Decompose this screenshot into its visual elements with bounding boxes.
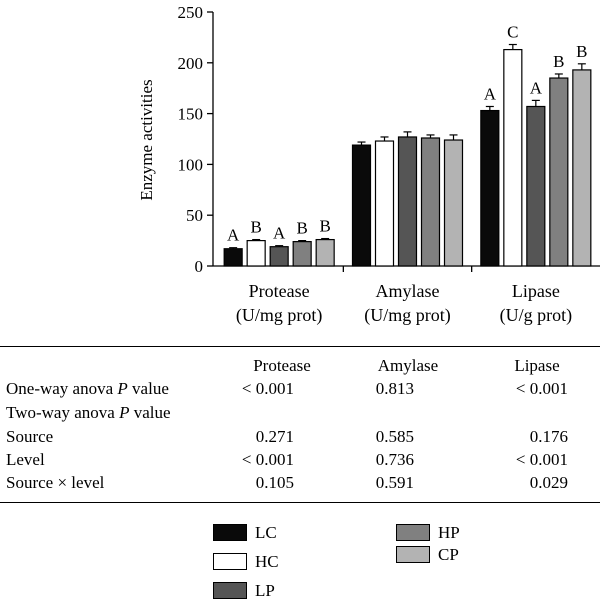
legend-label-hp: HP bbox=[438, 523, 460, 542]
row-label: Source bbox=[6, 427, 54, 446]
x-category-label: Lipase bbox=[512, 281, 560, 301]
x-category-unit: (U/mg prot) bbox=[364, 305, 450, 326]
stats-row-oneway: One-way anova P value < 0.001 0.813 < 0.… bbox=[0, 378, 600, 400]
value-lipase: 0.176 bbox=[529, 427, 568, 446]
value-lipase: 0.029 bbox=[529, 473, 568, 492]
bar-hc-amylase bbox=[374, 140, 395, 267]
bar-hp-amylase bbox=[420, 137, 441, 267]
legend-swatch-cp bbox=[396, 546, 430, 563]
y-axis: 0 50 100 150 200 250 Enzyme activities bbox=[137, 3, 214, 276]
stats-row-source: Source 0.271 0.585 0.176 bbox=[0, 426, 600, 448]
value-amylase: 0.591 bbox=[375, 473, 414, 492]
row-label: Level bbox=[6, 450, 45, 469]
bar-lp-protease bbox=[269, 246, 289, 267]
significance-letter: B bbox=[576, 42, 587, 61]
bar-cp-lipase bbox=[572, 69, 592, 267]
value-protease: 0.271 bbox=[255, 427, 294, 446]
bar-hc-protease bbox=[246, 240, 266, 267]
legend-swatch-lp bbox=[213, 582, 247, 599]
stats-row-twoway: Two-way anova P value bbox=[0, 402, 600, 424]
significance-letter: B bbox=[319, 217, 330, 236]
value-protease: < 0.001 bbox=[241, 379, 294, 398]
x-category-unit: (U/mg prot) bbox=[236, 305, 322, 326]
y-tick-label: 100 bbox=[178, 155, 204, 174]
value-protease: < 0.001 bbox=[241, 450, 294, 469]
x-axis: Protease (U/mg prot) Amylase (U/mg prot) Lip… bbox=[213, 265, 600, 326]
row-label: One-way anova P value bbox=[6, 379, 169, 398]
bar-cp-protease bbox=[315, 238, 335, 267]
legend-swatch-hc bbox=[213, 553, 247, 570]
x-category-label: Amylase bbox=[376, 281, 440, 301]
significance-letter: B bbox=[250, 218, 261, 237]
value-amylase: 0.813 bbox=[375, 379, 414, 398]
value-protease: 0.105 bbox=[255, 473, 294, 492]
significance-letter: A bbox=[227, 226, 240, 245]
bar-lc-protease bbox=[223, 248, 243, 267]
value-lipase: < 0.001 bbox=[515, 379, 568, 398]
legend-label-lp: LP bbox=[255, 581, 275, 600]
y-axis-label: Enzyme activities bbox=[137, 79, 156, 200]
significance-letter: A bbox=[273, 224, 286, 243]
significance-letter: C bbox=[507, 23, 518, 42]
bars bbox=[223, 43, 592, 267]
value-amylase: 0.736 bbox=[375, 450, 414, 469]
bar-hc-lipase bbox=[503, 48, 523, 267]
bar-cp-amylase bbox=[443, 139, 464, 267]
header-amylase: Amylase bbox=[377, 356, 439, 375]
significance-letter: B bbox=[553, 52, 564, 71]
row-label: Source × level bbox=[6, 473, 105, 492]
significance-letter: B bbox=[296, 219, 307, 238]
x-category-unit: (U/g prot) bbox=[500, 305, 572, 326]
bar-chart: 0 50 100 150 200 250 Enzyme activities Proteas… bbox=[137, 3, 600, 326]
bar-hp-lipase bbox=[549, 77, 569, 267]
legend: LC HC LP HP CP bbox=[0, 515, 600, 604]
bar-lc-lipase bbox=[480, 109, 500, 267]
row-label: Two-way anova P value bbox=[6, 403, 171, 422]
stats-row-level: Level < 0.001 0.736 < 0.001 bbox=[0, 449, 600, 471]
y-tick-label: 0 bbox=[195, 257, 204, 276]
stats-header-row: Protease Amylase Lipase bbox=[0, 355, 600, 377]
legend-swatch-lc bbox=[213, 524, 247, 541]
significance-letter: A bbox=[530, 78, 543, 97]
legend-label-cp: CP bbox=[438, 545, 459, 564]
value-lipase: < 0.001 bbox=[515, 450, 568, 469]
legend-label-lc: LC bbox=[255, 523, 277, 542]
x-category-label: Protease bbox=[249, 281, 310, 301]
value-amylase: 0.585 bbox=[375, 427, 414, 446]
y-tick-label: 250 bbox=[178, 3, 204, 22]
legend-label-hc: HC bbox=[255, 552, 279, 571]
stats-row-interaction: Source × level 0.105 0.591 0.029 bbox=[0, 472, 600, 494]
bar-lp-amylase bbox=[397, 136, 418, 267]
legend-swatch-hp bbox=[396, 524, 430, 541]
bar-lc-amylase bbox=[351, 144, 372, 267]
bar-hp-protease bbox=[292, 241, 312, 267]
header-lipase: Lipase bbox=[514, 356, 560, 375]
significance-letter: A bbox=[484, 84, 497, 103]
bar-lp-lipase bbox=[526, 105, 546, 267]
stats-table: Protease Amylase Lipase One-way anova P … bbox=[0, 346, 600, 503]
y-tick-label: 50 bbox=[186, 206, 203, 225]
y-tick-label: 200 bbox=[178, 54, 204, 73]
header-protease: Protease bbox=[253, 356, 311, 375]
y-tick-label: 150 bbox=[178, 105, 204, 124]
